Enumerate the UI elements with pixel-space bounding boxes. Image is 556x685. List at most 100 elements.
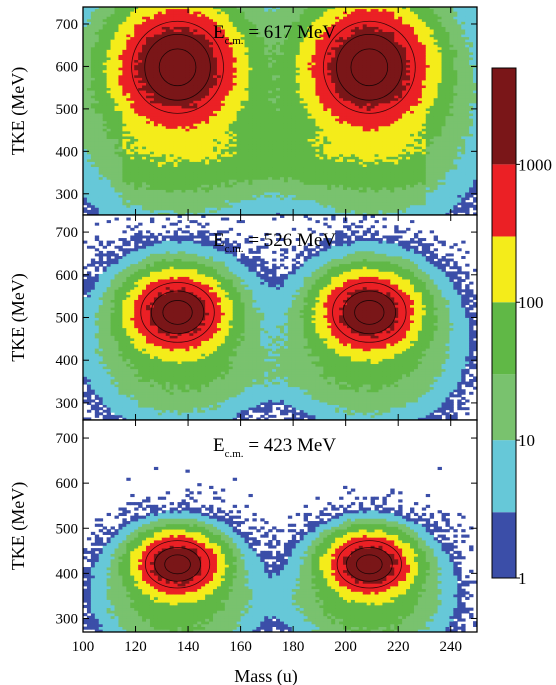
heatmap-cell <box>149 74 155 78</box>
heatmap-cell <box>94 80 100 83</box>
heatmap-cell <box>209 207 214 211</box>
heatmap-cell <box>165 49 171 53</box>
heatmap-cell <box>83 186 88 190</box>
heatmap-cell <box>272 202 277 206</box>
heatmap-cell <box>209 59 214 63</box>
heatmap-cell <box>149 85 155 89</box>
heatmap-cell <box>244 11 249 15</box>
heatmap-cell <box>134 197 139 201</box>
heatmap-cell <box>256 44 261 48</box>
heatmap-cell <box>130 31 135 35</box>
heatmap-cell <box>173 39 178 43</box>
heatmap-cell <box>193 123 198 127</box>
heatmap-cell <box>220 186 226 190</box>
heatmap-cell <box>126 125 131 129</box>
heatmap-cell <box>102 16 108 20</box>
heatmap-cell <box>98 156 104 160</box>
heatmap-cell <box>106 100 111 104</box>
heatmap-cell <box>216 95 222 99</box>
heatmap-cell <box>122 72 127 76</box>
heatmap-cell <box>169 153 175 157</box>
heatmap-cell <box>134 49 139 53</box>
heatmap-cell <box>98 21 104 25</box>
heatmap-cell <box>114 18 119 22</box>
heatmap-cell <box>264 80 269 83</box>
heatmap-cell <box>295 158 301 162</box>
heatmap-cell <box>283 77 289 81</box>
heatmap-cell <box>94 136 100 139</box>
heatmap-cell <box>256 87 261 91</box>
heatmap-cell <box>244 143 249 147</box>
heatmap-cell <box>244 174 249 178</box>
heatmap-cell <box>303 181 308 185</box>
heatmap-cell <box>276 80 281 83</box>
heatmap-cell <box>228 100 234 104</box>
heatmap-cell <box>264 120 269 124</box>
heatmap-cell <box>205 74 210 78</box>
heatmap-cell <box>307 138 312 142</box>
heatmap-cell <box>197 26 202 30</box>
heatmap-cell <box>94 138 100 142</box>
heatmap-cell <box>319 39 324 43</box>
heatmap-cell <box>291 204 297 208</box>
heatmap-cell <box>268 179 273 183</box>
heatmap-cell <box>299 179 305 183</box>
heatmap-cell <box>106 67 111 71</box>
heatmap-cell <box>153 148 159 152</box>
heatmap-cell <box>177 59 182 63</box>
heatmap-cell <box>126 194 131 198</box>
heatmap-cell <box>177 39 182 43</box>
heatmap-cell <box>240 95 245 99</box>
heatmap-cell <box>90 161 96 165</box>
heatmap-cell <box>319 204 324 208</box>
heatmap-cell <box>303 171 308 175</box>
heatmap-cell <box>283 123 289 127</box>
heatmap-cell <box>173 82 178 86</box>
heatmap-cell <box>185 57 190 61</box>
heatmap-cell <box>161 120 167 124</box>
heatmap-cell <box>106 44 111 48</box>
heatmap-cell <box>157 130 163 134</box>
heatmap-cell <box>228 62 234 66</box>
heatmap-cell <box>283 115 289 119</box>
heatmap-cell <box>98 82 104 86</box>
heatmap-cell <box>224 105 230 109</box>
heatmap-cell <box>295 143 301 147</box>
heatmap-cell <box>295 197 301 201</box>
heatmap-cell <box>224 72 230 76</box>
heatmap-cell <box>319 153 324 157</box>
heatmap-cell <box>291 69 297 73</box>
heatmap-cell <box>276 102 281 106</box>
heatmap-cell <box>169 212 175 215</box>
heatmap-cell <box>307 166 312 170</box>
heatmap-cell <box>303 138 308 142</box>
heatmap-cell <box>146 179 151 183</box>
heatmap-cell <box>193 115 198 119</box>
heatmap-cell <box>315 202 320 206</box>
heatmap-cell <box>311 166 316 170</box>
heatmap-cell <box>248 166 253 170</box>
heatmap-cell <box>114 108 119 111</box>
heatmap-cell <box>138 74 143 78</box>
heatmap-cell <box>98 18 104 22</box>
heatmap-cell <box>201 108 206 111</box>
heatmap-cell <box>232 62 238 66</box>
heatmap-cell <box>224 29 230 33</box>
heatmap-cell <box>197 102 202 106</box>
heatmap-cell <box>205 113 210 117</box>
heatmap-cell <box>102 128 108 132</box>
heatmap-cell <box>197 18 202 22</box>
heatmap-cell <box>264 174 269 178</box>
heatmap-cell <box>315 82 320 86</box>
heatmap-cell <box>149 18 155 22</box>
heatmap-cell <box>169 21 175 25</box>
heatmap-cell <box>291 72 297 76</box>
heatmap-cell <box>216 171 222 175</box>
heatmap-cell <box>114 57 119 61</box>
heatmap-cell <box>236 34 241 38</box>
heatmap-cell <box>126 26 131 30</box>
heatmap-cell <box>106 148 111 152</box>
heatmap-cell <box>303 108 308 111</box>
heatmap-cell <box>90 174 96 178</box>
heatmap-cell <box>106 85 111 89</box>
